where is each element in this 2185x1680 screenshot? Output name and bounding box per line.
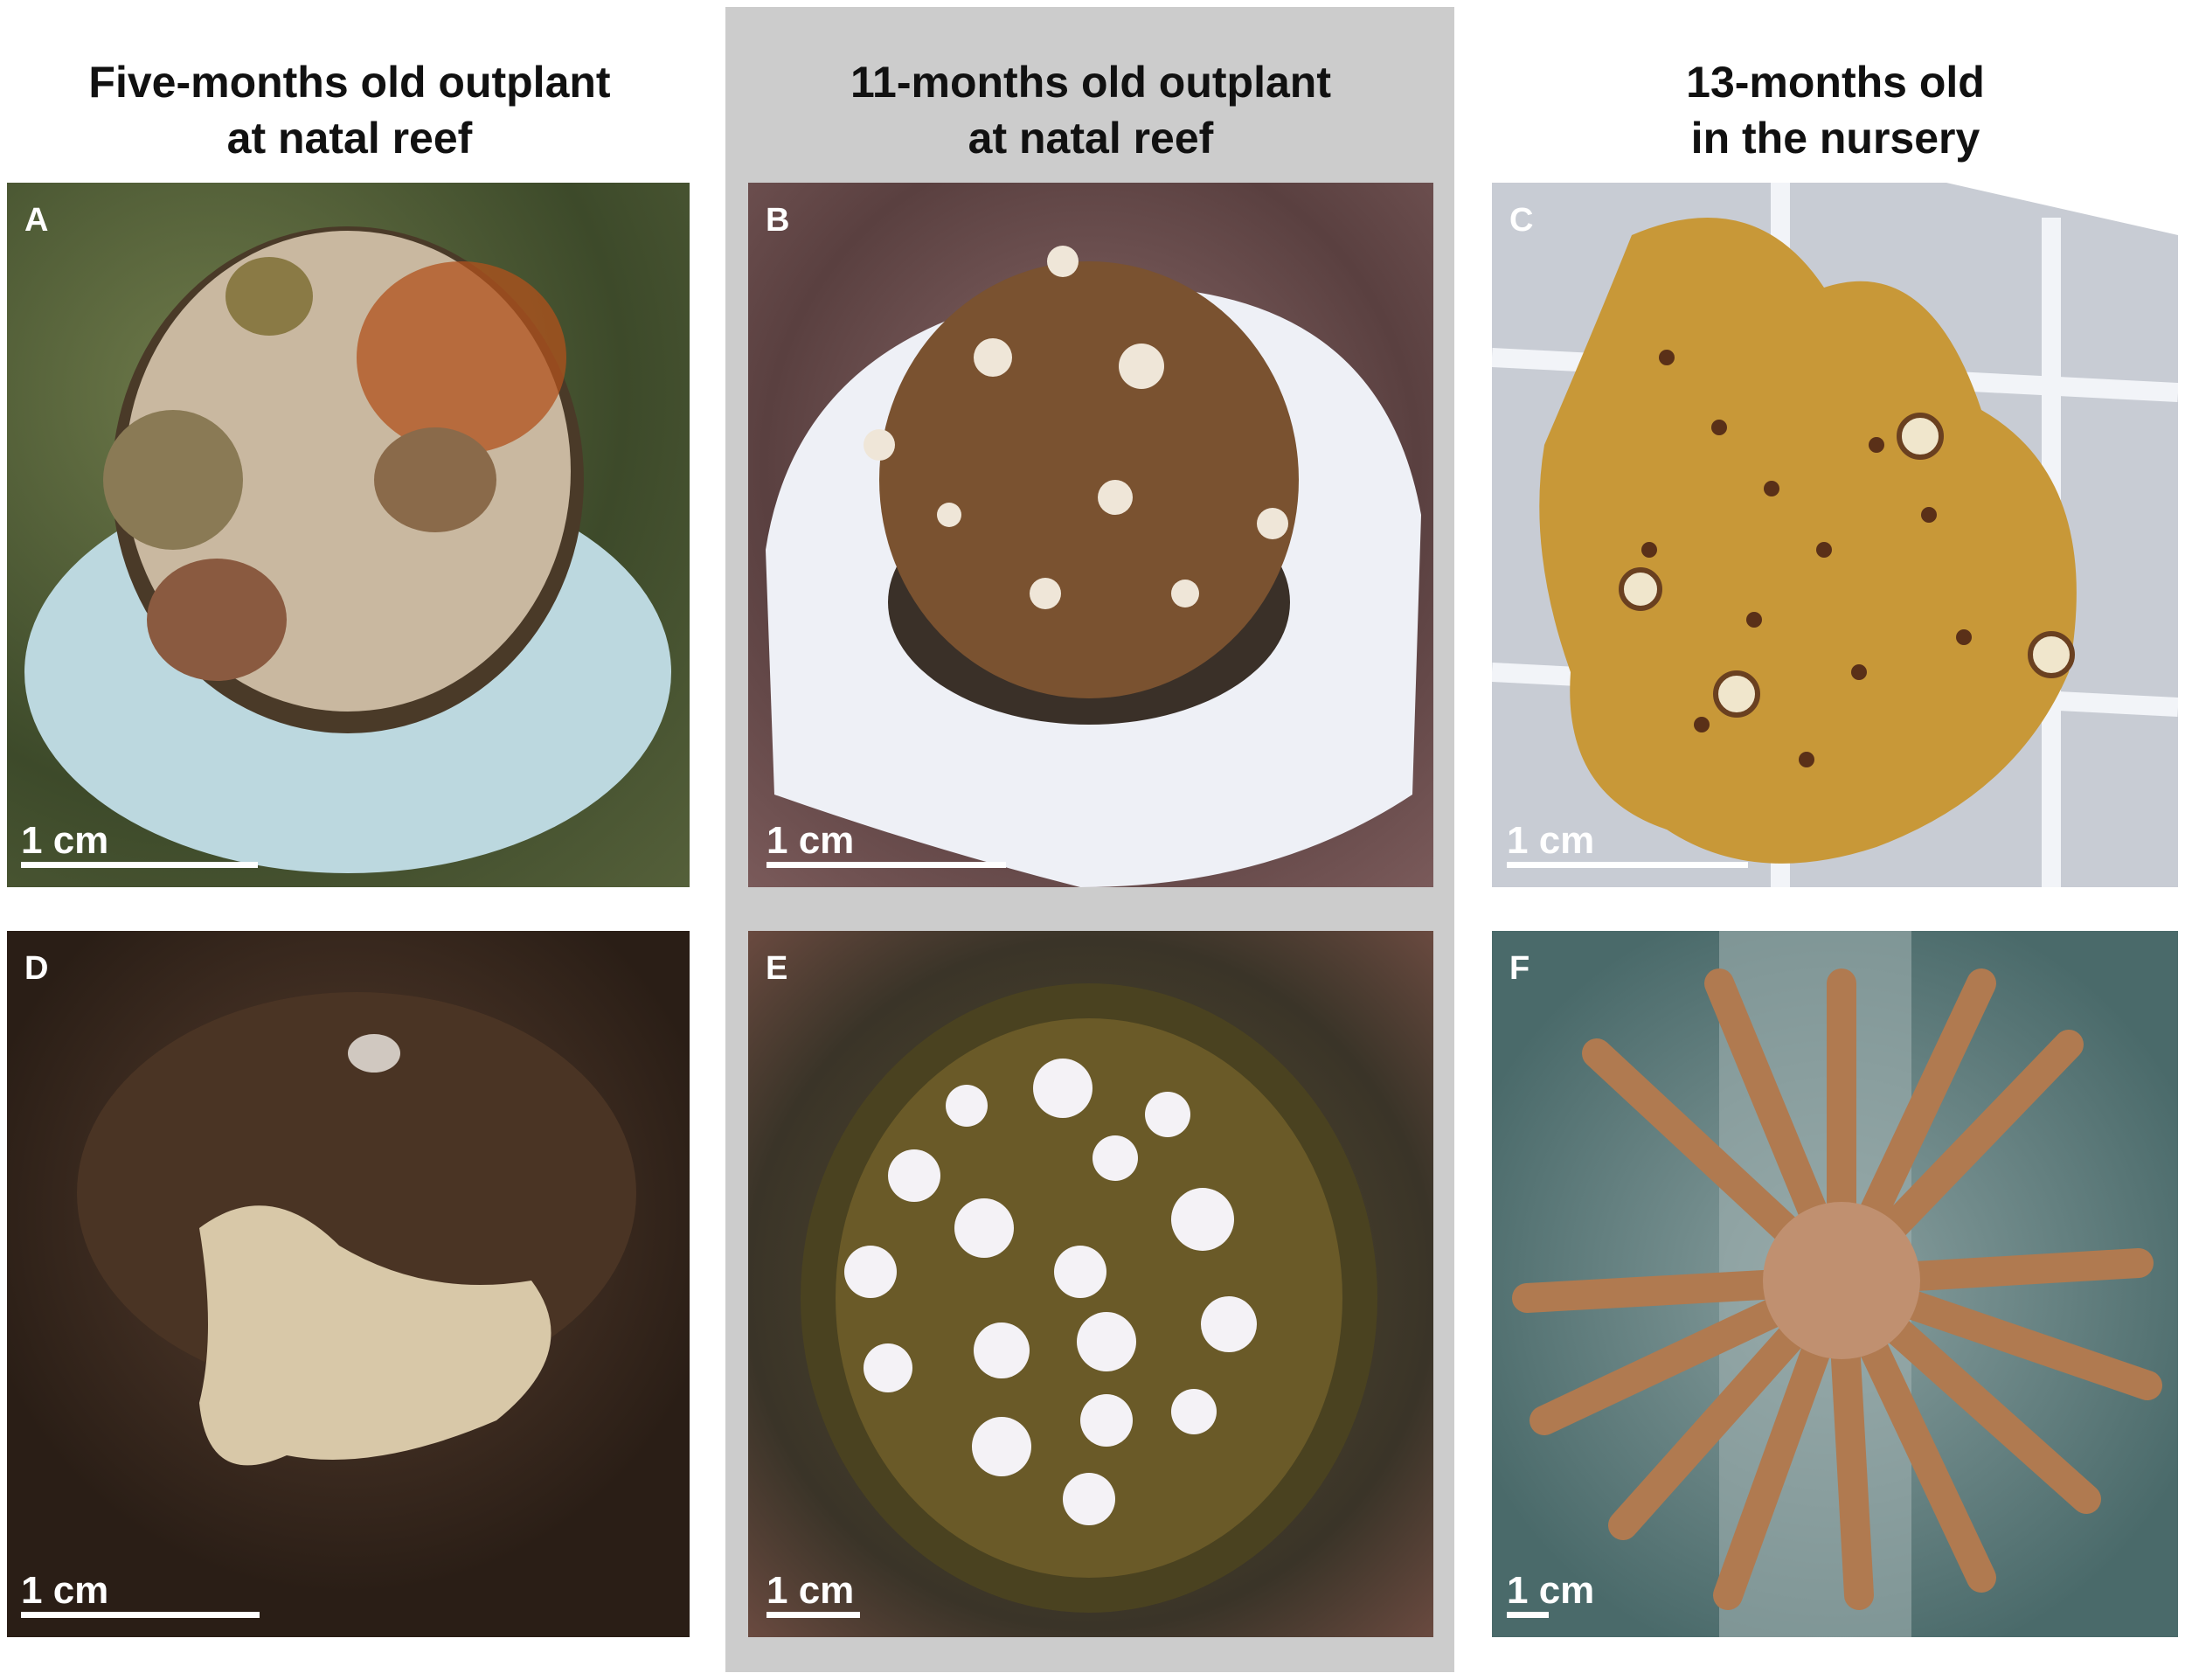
coral-nursery-image xyxy=(1492,183,2178,887)
title-line: Five-months old outplant xyxy=(88,58,611,107)
scale-bar: 1 cm xyxy=(1507,1572,1594,1618)
scale-bar-label: 1 cm xyxy=(1507,1569,1595,1612)
coral-nursery-image xyxy=(1512,931,2162,1637)
photo-panel-a: A 1 cm xyxy=(7,183,690,887)
title-line: at natal reef xyxy=(968,114,1214,163)
photo-panel-d: D 1 cm xyxy=(7,931,690,1637)
scale-bar-line xyxy=(766,1612,860,1618)
scale-bar-label: 1 cm xyxy=(766,819,855,862)
coral-outplant-image xyxy=(24,226,671,873)
photo-panel-e: E 1 cm xyxy=(748,931,1433,1637)
scale-bar: 1 cm xyxy=(766,822,1006,868)
panel-label: F xyxy=(1509,950,1530,987)
coral-outplant-image xyxy=(766,246,1421,887)
title-line: 11-months old outplant xyxy=(850,58,1331,107)
scale-bar-label: 1 cm xyxy=(21,819,109,862)
panel-label: C xyxy=(1509,202,1534,239)
coral-outplant-image xyxy=(77,992,636,1466)
photo-panel-c: C 1 cm xyxy=(1492,183,2178,887)
scale-bar-line xyxy=(1507,1612,1549,1618)
panel-label: D xyxy=(24,950,49,987)
scale-bar: 1 cm xyxy=(1507,822,1748,868)
scale-bar-line xyxy=(21,1612,260,1618)
title-line: at natal reef xyxy=(226,114,473,163)
scale-bar: 1 cm xyxy=(21,822,258,868)
scale-bar-label: 1 cm xyxy=(766,1569,855,1612)
scale-bar-line xyxy=(1507,862,1748,868)
coral-outplant-image xyxy=(801,983,1377,1613)
column-title-11-months: 11-months old outplant at natal reef xyxy=(741,54,1440,166)
panel-label: A xyxy=(24,202,49,239)
photo-panel-f: F 1 cm xyxy=(1492,931,2178,1637)
title-line: in the nursery xyxy=(1690,114,1980,163)
panel-label: B xyxy=(766,202,790,239)
column-title-five-months: Five-months old outplant at natal reef xyxy=(0,54,699,166)
title-line: 13-months old xyxy=(1686,58,1985,107)
scale-bar-line xyxy=(766,862,1006,868)
scale-bar-label: 1 cm xyxy=(21,1569,109,1612)
column-title-13-months: 13-months old in the nursery xyxy=(1486,54,2185,166)
scale-bar: 1 cm xyxy=(21,1572,260,1618)
scale-bar-line xyxy=(21,862,258,868)
scale-bar-label: 1 cm xyxy=(1507,819,1595,862)
photo-panel-b: B 1 cm xyxy=(748,183,1433,887)
scale-bar: 1 cm xyxy=(766,1572,860,1618)
panel-label: E xyxy=(766,950,788,987)
